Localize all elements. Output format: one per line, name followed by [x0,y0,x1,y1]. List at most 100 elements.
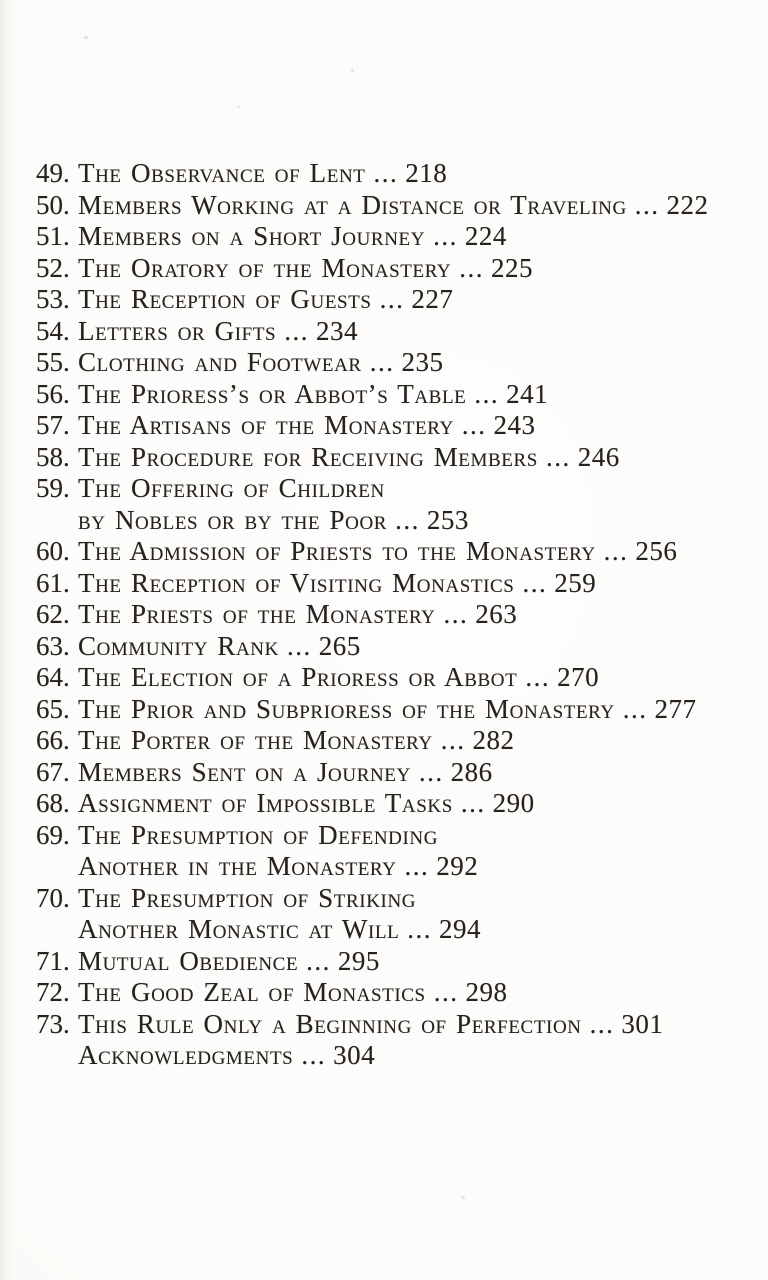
toc-entry: 68. Assignment of Impossible Tasks... 290 [36,788,754,820]
page-number: 253 [426,504,469,535]
leader-dots: ... [440,725,466,755]
chapter-title-block: The Artisans of the Monastery... 243 [78,410,754,442]
chapter-title-block: The Admission of Priests to the Monaster… [78,536,754,568]
chapter-number: 71. [36,945,70,976]
page-number: 270 [557,662,600,692]
leader-dots: ... [433,221,458,251]
chapter-title-text: Members on a Short Journey [78,221,426,251]
toc-entry: 64. The Election of a Prioress or Abbot..… [36,662,754,694]
chapter-title-text: The Reception of Visiting Monastics [78,567,515,598]
chapter-title-line: Another Monastic at Will... 294 [78,914,754,946]
page-number: 286 [450,756,493,787]
chapter-number: 64. [36,662,70,692]
page-number: 294 [439,914,482,944]
chapter-title-block: The Reception of Guests... 227 [78,284,754,316]
chapter-title-text: Assignment of Impossible Tasks [78,788,453,818]
leader-dots: ... [460,788,486,818]
page-number: 259 [554,567,597,598]
toc-entry: 61. The Reception of Visiting Monastics..… [36,568,754,600]
chapter-title-text: The Admission of Priests to the Monaster… [78,536,596,566]
chapter-title-block: The Reception of Visiting Monastics... 25… [78,568,754,600]
toc-entry: 71. Mutual Obedience... 295 [36,946,754,978]
page-number: 277 [654,693,697,724]
scan-speck [237,106,240,108]
leader-dots: ... [373,158,399,188]
leader-dots: ... [379,284,405,314]
chapter-title-block: Mutual Obedience... 295 [78,946,754,978]
chapter-title-line: The Oratory of the Monastery... 225 [78,253,754,285]
page-number: 263 [475,599,518,629]
page-number: 246 [577,441,620,472]
chapter-title-text: The Good Zeal of Monastics [78,977,426,1007]
chapter-title-line: The Presumption of Defending [78,820,754,852]
chapter-title-line: Assignment of Impossible Tasks... 290 [78,788,754,820]
chapter-title-line: Letters or Gifts... 234 [78,316,754,348]
toc-entry: Acknowledgments... 304 [36,1040,754,1072]
chapter-number: 50. [36,189,70,220]
chapter-number: 57. [36,410,70,440]
chapter-number: 51. [36,221,70,251]
leader-dots: ... [407,914,433,944]
leader-dots: ... [286,630,312,661]
scan-speck [461,1196,465,1199]
page-number: 218 [405,158,448,188]
leader-dots: ... [395,504,420,535]
chapter-number: 59. [36,473,70,503]
page-number: 243 [493,410,536,440]
chapter-title-line: Members Sent on a Journey... 286 [78,757,754,789]
chapter-title-text: Community Rank [78,630,279,661]
chapter-number: 66. [36,725,70,755]
leader-dots: ... [545,441,571,472]
toc-entry: 54. Letters or Gifts... 234 [36,316,754,348]
toc-entry: 58. The Procedure for Receiving Members..… [36,442,754,474]
chapter-number: 53. [36,284,70,314]
toc-entry: 69. The Presumption of Defending Another i… [36,820,754,883]
chapter-title-block: Acknowledgments... 304 [78,1040,754,1072]
page-number: 224 [464,221,507,251]
chapter-title-text: Letters or Gifts [78,315,277,346]
page-number: 304 [333,1040,376,1070]
chapter-title-line: The Presumption of Striking [78,883,754,915]
toc-entry: 53. The Reception of Guests... 227 [36,284,754,316]
chapter-title-text: by Nobles or by the Poor [78,504,388,535]
chapter-title-block: The Prioress’s or Abbot’s Table... 241 [78,379,754,411]
chapter-title-text: The Priests of the Monastery [78,599,436,629]
chapter-title-text: Mutual Obedience [78,945,299,976]
chapter-title-text: Another Monastic at Will [78,914,400,944]
chapter-number: 49. [36,158,70,188]
leader-dots: ... [634,189,660,220]
leader-dots: ... [461,410,487,440]
page-number: 282 [472,725,515,755]
chapter-title-text: Members Sent on a Journey [78,756,411,787]
chapter-number: 72. [36,977,70,1007]
chapter-title-block: The Good Zeal of Monastics... 298 [78,977,754,1009]
table-of-contents: 49. The Observance of Lent... 218 50. Member… [36,158,754,1072]
chapter-title-line: This Rule Only a Beginning of Perfection… [78,1009,754,1041]
leader-dots: ... [443,599,469,629]
leader-dots: ... [404,851,430,881]
leader-dots: ... [589,1008,615,1039]
toc-entry: 59. The Offering of Children by Nobles or … [36,473,754,536]
chapter-title-line: The Offering of Children [78,473,754,505]
chapter-title-block: Assignment of Impossible Tasks... 290 [78,788,754,820]
chapter-title-text: Members Working at a Distance or Traveli… [78,189,627,220]
leader-dots: ... [369,347,395,377]
chapter-title-line: Clothing and Footwear... 235 [78,347,754,379]
toc-entry: 56. The Prioress’s or Abbot’s Table... 241 [36,379,754,411]
chapter-title-line: The Election of a Prioress or Abbot... 27… [78,662,754,694]
chapter-title-line: Community Rank... 265 [78,631,754,663]
chapter-number: 62. [36,599,70,629]
chapter-title-block: Community Rank... 265 [78,631,754,663]
chapter-title-line: The Artisans of the Monastery... 243 [78,410,754,442]
page-number: 241 [506,378,549,409]
chapter-number: 70. [36,882,70,913]
chapter-number: 63. [36,630,70,661]
chapter-title-block: Members Working at a Distance or Traveli… [78,190,754,222]
chapter-title-text: The Oratory of the Monastery [78,252,452,283]
chapter-number: 61. [36,567,70,598]
chapter-title-line: The Reception of Guests... 227 [78,284,754,316]
chapter-title-text: The Prioress’s or Abbot’s Table [78,378,467,409]
chapter-title-line: Another in the Monastery... 292 [78,851,754,883]
scan-speck [84,36,88,39]
chapter-number: 55. [36,347,70,377]
